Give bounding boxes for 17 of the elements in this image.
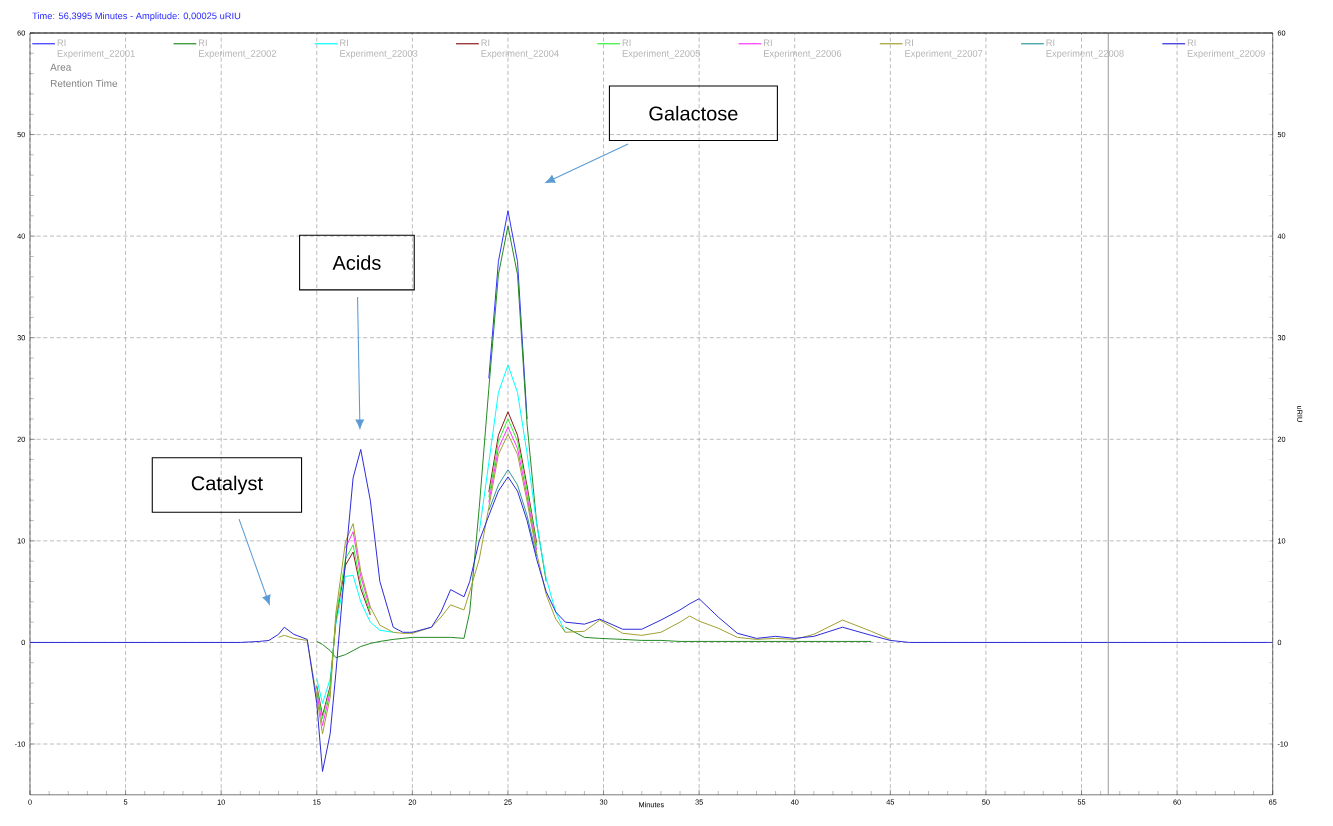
annotation: Retention Time (50, 79, 118, 88)
legend-label: RI Experiment_22002 (198, 39, 277, 59)
annotation: Galactose (649, 105, 738, 121)
chart-title: Time: 56,3995 Minutes - Amplitude: 0,00025 uRIU (32, 12, 241, 22)
legend-label: RI Experiment_22001 (57, 39, 135, 59)
line-series (488, 210, 528, 420)
legend-label: RI Experiment_22007 (905, 39, 983, 59)
legend-label: RI Experiment_22003 (340, 39, 418, 59)
line-series (278, 433, 891, 735)
annotation: Acids (332, 255, 381, 270)
annotation: Catalyst (191, 475, 263, 495)
annotation: Area (50, 63, 72, 71)
legend-label: RI Experiment_22004 (481, 39, 559, 59)
legend-label: RI Experiment_22005 (622, 39, 700, 59)
legend-label: RI Experiment_22009 (1187, 39, 1265, 59)
legend-label: RI Experiment_22006 (764, 39, 842, 59)
line-series (488, 469, 538, 557)
